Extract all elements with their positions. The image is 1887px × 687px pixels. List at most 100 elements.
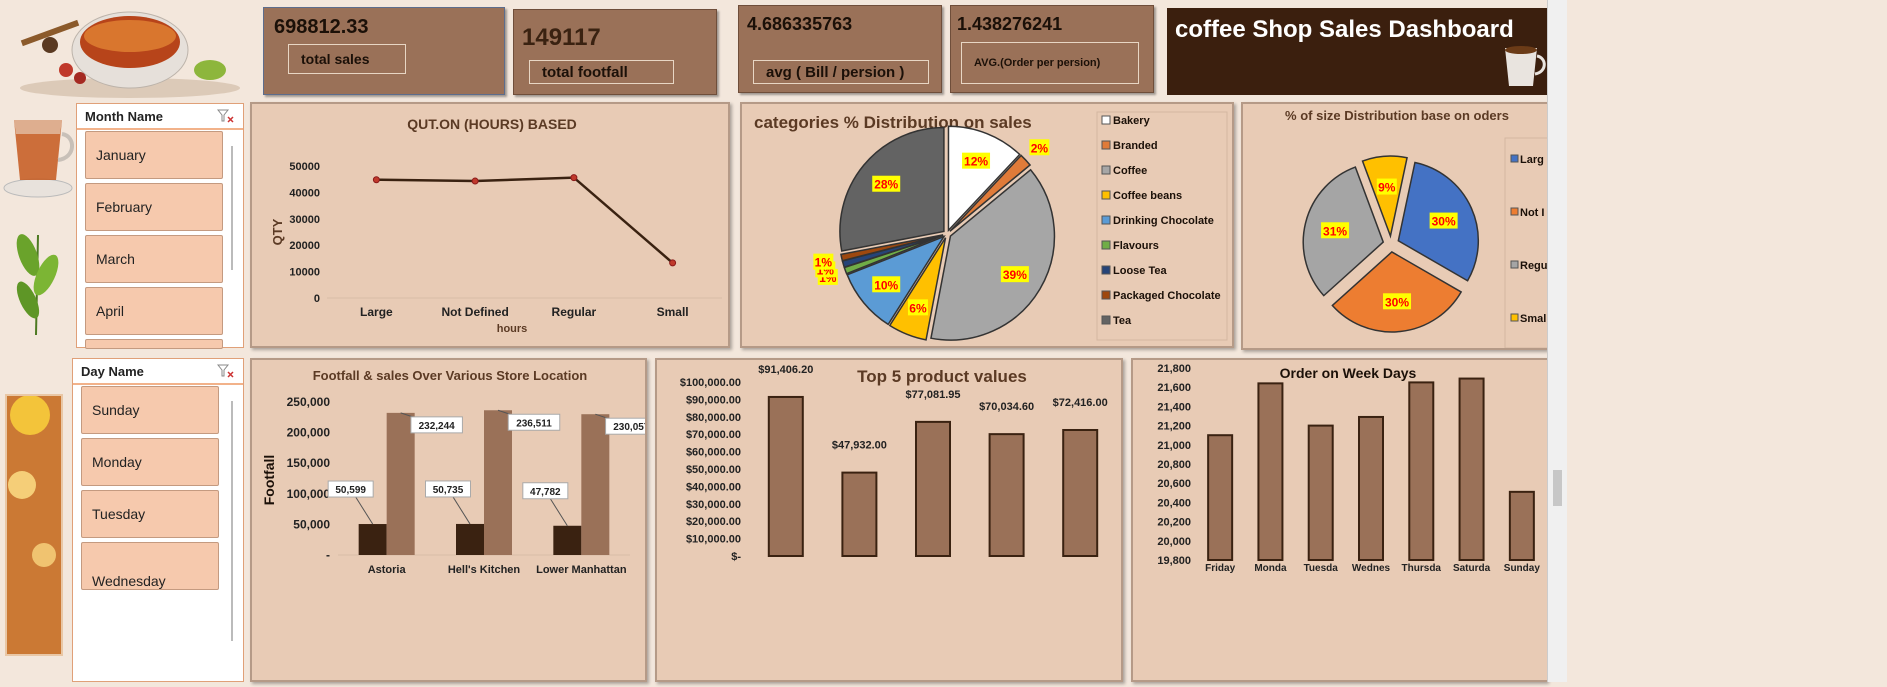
y-tick-label: 21,800 bbox=[1157, 363, 1191, 375]
y-tick-label: $40,000.00 bbox=[686, 481, 741, 493]
y-tick-label: $80,000.00 bbox=[686, 412, 741, 424]
data-label: $72,416.00 bbox=[1053, 397, 1108, 409]
x-tick-label: Wednes bbox=[1352, 563, 1391, 574]
legend-swatch bbox=[1510, 207, 1519, 216]
y-tick-label: 20,200 bbox=[1157, 517, 1191, 529]
month-slicer-scrollbar[interactable] bbox=[231, 146, 233, 270]
legend-swatch bbox=[1101, 115, 1111, 125]
legend-box bbox=[1096, 111, 1228, 341]
legend-label: Packaged Chocolate bbox=[1113, 290, 1221, 302]
slicer-item-wednesday[interactable]: Wednesday bbox=[81, 542, 219, 590]
bar bbox=[1408, 381, 1435, 562]
legend-label: Not I bbox=[1520, 207, 1544, 219]
legend-label: Coffee beans bbox=[1113, 190, 1182, 202]
legend-label: Larg bbox=[1520, 154, 1544, 166]
kpi-total-sales: 698812.33 total sales bbox=[263, 7, 505, 95]
data-label: 230,057 bbox=[613, 422, 647, 433]
data-label-bg bbox=[872, 276, 901, 293]
data-label-bg bbox=[1383, 293, 1412, 310]
legend-box bbox=[1504, 137, 1547, 348]
legend-swatch bbox=[1101, 215, 1111, 225]
legend-label: Branded bbox=[1113, 140, 1158, 152]
y-tick-label: 20,400 bbox=[1157, 497, 1191, 509]
data-label-bg bbox=[605, 417, 645, 435]
data-label: 6% bbox=[909, 301, 927, 315]
x-tick-label: Regular bbox=[552, 305, 597, 319]
y-tick-label: 21,200 bbox=[1157, 421, 1191, 433]
y-tick-label: $70,000.00 bbox=[686, 429, 741, 441]
slicer-item-tuesday[interactable]: Tuesday bbox=[81, 490, 219, 538]
y-tick-label: 21,600 bbox=[1157, 382, 1191, 394]
legend-label: Drinking Chocolate bbox=[1113, 215, 1214, 227]
slicer-item-monday[interactable]: Monday bbox=[81, 438, 219, 486]
kpi-avg-order-label: AVG.(Order per persion) bbox=[961, 42, 1139, 84]
bar bbox=[456, 523, 484, 555]
clear-filter-icon[interactable] bbox=[217, 109, 235, 123]
tea-cup-image bbox=[0, 100, 75, 200]
y-tick-label: $50,000.00 bbox=[686, 464, 741, 476]
kpi-total-sales-value: 698812.33 bbox=[274, 16, 369, 38]
data-label: 47,782 bbox=[530, 487, 561, 498]
slicer-item-march[interactable]: March bbox=[85, 235, 223, 283]
data-label-bg bbox=[327, 480, 374, 498]
slicer-item-sunday[interactable]: Sunday bbox=[81, 386, 219, 434]
data-label: $91,406.20 bbox=[758, 364, 813, 376]
data-label: 232,244 bbox=[419, 421, 456, 432]
data-label: 236,511 bbox=[516, 418, 552, 429]
legend-label: Tea bbox=[1113, 315, 1132, 327]
data-point bbox=[372, 176, 380, 184]
data-label-bg bbox=[1376, 178, 1397, 195]
series-line bbox=[376, 176, 674, 264]
legend-label: Flavours bbox=[1113, 240, 1159, 252]
bar bbox=[841, 471, 878, 557]
kpi-total-footfall: 149117 total footfall bbox=[513, 9, 717, 95]
bar bbox=[1307, 424, 1334, 561]
y-tick-label: 20000 bbox=[289, 240, 320, 252]
x-tick-label: Not Defined bbox=[441, 305, 508, 319]
x-tick-label: Lower Manhattan bbox=[536, 564, 627, 576]
slicer-item-february[interactable]: February bbox=[85, 183, 223, 231]
day-slicer-scrollbar[interactable] bbox=[231, 401, 233, 641]
y-tick-label: $10,000.00 bbox=[686, 534, 741, 546]
bar bbox=[767, 395, 804, 557]
legend-label: Regu bbox=[1520, 260, 1547, 272]
x-tick-label: Thursda bbox=[1402, 563, 1442, 574]
y-tick-label: 50,000 bbox=[293, 517, 330, 531]
legend-label: Loose Tea bbox=[1113, 265, 1167, 277]
data-label-bg bbox=[907, 299, 928, 316]
legend-swatch bbox=[1510, 260, 1519, 269]
month-slicer-header: Month Name bbox=[77, 104, 243, 130]
x-axis-title: hours bbox=[497, 323, 528, 335]
kpi-avg-bill-value: 4.686335763 bbox=[747, 14, 853, 34]
month-slicer[interactable]: Month Name January February March April bbox=[76, 103, 244, 349]
coffee-cup-icon bbox=[1505, 46, 1546, 86]
kpi-total-footfall-label: total footfall bbox=[529, 60, 674, 84]
y-tick-label: 20,800 bbox=[1157, 459, 1191, 471]
clear-filter-icon[interactable] bbox=[217, 364, 235, 378]
y-tick-label: $90,000.00 bbox=[686, 394, 741, 406]
y-tick-label: 20,000 bbox=[1157, 536, 1191, 548]
category-distribution-pie-chart: categories % Distribution on sales 12% 2% 3… bbox=[740, 102, 1234, 348]
day-slicer[interactable]: Day Name Sunday Monday Tuesday Wednesday bbox=[72, 358, 244, 682]
y-tick-label: 21,400 bbox=[1157, 401, 1191, 413]
slicer-item-january[interactable]: January bbox=[85, 131, 223, 179]
slicer-item-partial[interactable] bbox=[85, 339, 223, 349]
iced-tea-image bbox=[0, 355, 68, 682]
bar bbox=[1257, 382, 1284, 561]
y-tick-label: $100,000.00 bbox=[680, 377, 741, 389]
data-label: 2% bbox=[1031, 141, 1049, 155]
top-products-bar-chart: Top 5 product values $- $10,000.00 $20,000.… bbox=[655, 358, 1123, 682]
bar bbox=[484, 410, 512, 555]
size-slice bbox=[1331, 251, 1463, 333]
legend-swatch bbox=[1101, 315, 1111, 325]
slicer-item-april[interactable]: April bbox=[85, 287, 223, 335]
data-label: 50,599 bbox=[335, 485, 366, 496]
category-slice bbox=[930, 168, 1056, 341]
bar bbox=[1062, 428, 1099, 557]
chart-title: categories % Distribution on sales bbox=[754, 113, 1032, 132]
day-slicer-header: Day Name bbox=[73, 359, 243, 385]
data-label-bg bbox=[522, 482, 569, 500]
kpi-avg-order-value: 1.438276241 bbox=[957, 14, 1063, 34]
data-label: 10% bbox=[874, 278, 898, 292]
right-scrollbar[interactable] bbox=[1547, 0, 1567, 682]
